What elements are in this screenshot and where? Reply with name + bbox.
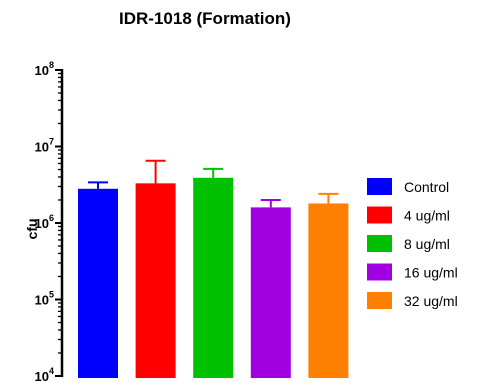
bar	[78, 188, 118, 378]
legend-swatch	[367, 292, 392, 309]
bar	[193, 177, 234, 378]
legend: Control 4 ug/ml 8 ug/ml 16 ug/ml 32 ug/ml	[367, 178, 458, 309]
y-tick-base: 10	[35, 140, 49, 155]
y-tick-exponent: 8	[49, 60, 54, 70]
y-tick-label: 104	[35, 366, 54, 383]
legend-swatch	[367, 235, 392, 252]
bar	[135, 183, 176, 378]
legend-swatch	[367, 178, 392, 195]
legend-label: 16 ug/ml	[404, 265, 458, 281]
y-tick-exponent: 7	[49, 137, 54, 147]
legend-swatch	[367, 206, 392, 224]
y-tick-base: 10	[35, 293, 49, 308]
y-tick-exponent: 6	[49, 213, 54, 223]
y-tick-base: 10	[35, 369, 49, 383]
legend-label: 4 ug/ml	[404, 208, 450, 224]
y-tick-base: 10	[35, 63, 49, 78]
y-tick-label: 107	[35, 137, 54, 155]
chart-title: IDR-1018 (Formation)	[119, 9, 291, 28]
legend-label: 32 ug/ml	[404, 293, 458, 309]
y-tick-exponent: 5	[49, 290, 54, 300]
y-tick-label: 105	[35, 290, 54, 308]
y-tick-label: 108	[35, 60, 54, 78]
y-tick-label: 106	[35, 213, 54, 231]
legend-swatch	[367, 263, 392, 281]
bar	[308, 203, 349, 378]
bars	[78, 159, 349, 378]
y-tick-base: 10	[35, 216, 49, 231]
y-tick-exponent: 4	[49, 366, 54, 376]
y-axis-label: cfu	[24, 219, 40, 240]
bar	[250, 207, 291, 378]
legend-label: Control	[404, 179, 449, 195]
legend-label: 8 ug/ml	[404, 236, 450, 252]
